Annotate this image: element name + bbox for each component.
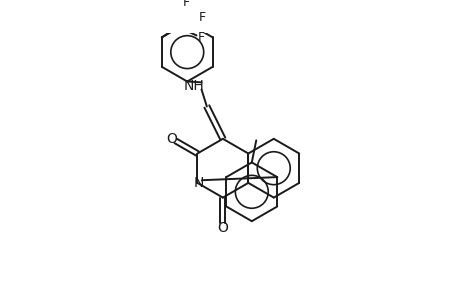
Text: N: N bbox=[193, 176, 203, 190]
Text: F: F bbox=[198, 11, 205, 24]
Text: O: O bbox=[217, 221, 228, 235]
Text: F: F bbox=[183, 0, 190, 9]
Text: O: O bbox=[166, 132, 177, 146]
Text: F: F bbox=[197, 31, 204, 44]
Text: NH: NH bbox=[184, 79, 204, 93]
